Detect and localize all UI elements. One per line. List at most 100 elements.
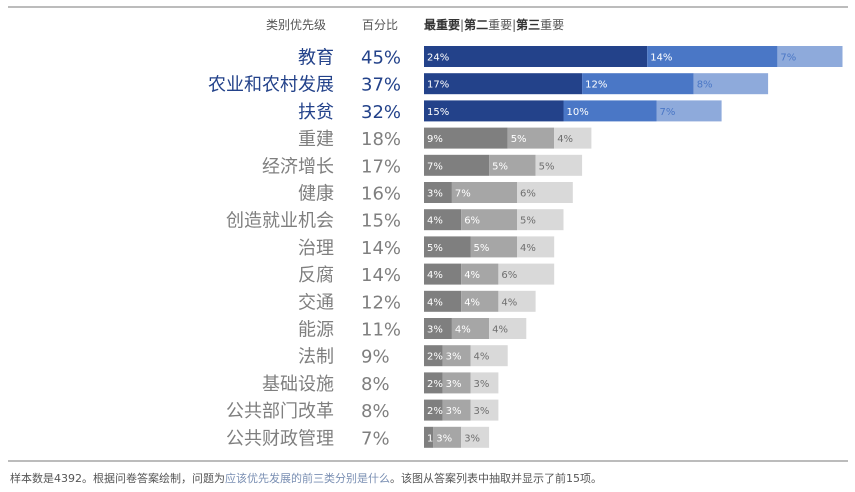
total-percent: 11% — [361, 320, 401, 341]
total-percent: 14% — [361, 238, 401, 259]
total-percent: 16% — [361, 184, 401, 205]
total-percent: 17% — [361, 156, 401, 177]
bar-segment — [424, 263, 462, 285]
total-percent: 37% — [361, 75, 401, 96]
segment-label: 7% — [660, 107, 676, 118]
bar-segment — [693, 73, 769, 95]
total-percent: 9% — [361, 347, 390, 368]
footnote-text: 样本数是4392。根据问卷答案绘制，问题为 — [10, 472, 225, 485]
category-label: 治理 — [298, 238, 334, 259]
bar-segment — [777, 46, 843, 67]
footnote-text: 。该图从答案列表中抽取并显示了前15项。 — [390, 472, 602, 485]
bar-segment — [424, 73, 583, 95]
segment-label: 4% — [492, 325, 508, 336]
legend-part: 重要 — [488, 18, 513, 32]
header-category: 类别优先级 — [266, 18, 327, 32]
bottom-rule — [8, 460, 848, 462]
segment-label: 5% — [492, 161, 508, 172]
legend-part: 第三 — [516, 18, 541, 32]
segment-label: 4% — [427, 297, 443, 308]
bar-segment — [424, 345, 443, 367]
legend-part: | — [460, 18, 465, 32]
segment-label: 3% — [436, 433, 452, 444]
total-percent: 12% — [361, 292, 401, 313]
segment-label: 15% — [427, 107, 449, 118]
category-label: 重建 — [298, 129, 334, 150]
segment-label: 5% — [511, 134, 527, 145]
category-label: 反腐 — [298, 265, 334, 286]
footnote-question: 应该优先发展的前三类分别是什么 — [225, 472, 390, 485]
bar-segment — [442, 345, 471, 367]
bar-segment — [517, 236, 555, 258]
segment-label: 4% — [427, 216, 443, 227]
bar-segment — [461, 290, 499, 312]
footnote: 样本数是4392。根据问卷答案绘制，问题为应该优先发展的前三类分别是什么。该图从… — [10, 470, 602, 486]
total-percent: 32% — [361, 102, 401, 123]
header-legend: 最重要|第二重要|第三重要 — [424, 16, 564, 33]
segment-label: 2% — [427, 379, 443, 390]
category-label: 教育 — [298, 48, 334, 69]
bar-segment — [470, 345, 508, 367]
bar-segment — [424, 236, 471, 258]
bar-segment — [582, 73, 694, 95]
legend-part: 第二 — [464, 18, 489, 32]
segment-label: 4% — [455, 325, 471, 336]
category-label: 健康 — [298, 184, 334, 205]
bar-segment — [424, 182, 452, 203]
bar-segment — [424, 209, 462, 231]
category-label: 能源 — [298, 320, 334, 341]
segment-label: 6% — [520, 189, 536, 200]
segment-label: 4% — [464, 297, 480, 308]
segment-label: 4% — [501, 297, 517, 308]
segment-label: 3% — [446, 379, 462, 390]
category-label: 扶贫 — [298, 102, 334, 123]
category-label: 农业和农村发展 — [208, 75, 334, 96]
bar-segment — [470, 236, 517, 258]
total-percent: 45% — [361, 48, 401, 69]
bar-segment — [647, 46, 778, 67]
total-percent: 18% — [361, 129, 401, 150]
bar-segment — [451, 318, 490, 339]
bar-segment — [563, 100, 657, 122]
bar-segment — [517, 182, 573, 203]
segment-label: 3% — [446, 352, 462, 363]
category-label: 基础设施 — [262, 374, 334, 395]
top-rule — [8, 6, 848, 8]
header-percent: 百分比 — [362, 18, 399, 32]
segment-label: 7% — [780, 53, 796, 64]
segment-label: 4% — [520, 243, 536, 254]
category-label: 创造就业机会 — [226, 211, 334, 232]
segment-label: 7% — [455, 189, 471, 200]
legend-part: 重要 — [540, 18, 565, 32]
bar-segment — [461, 263, 499, 285]
category-label: 法制 — [298, 347, 334, 368]
segment-label: 6% — [464, 216, 480, 227]
bar-segment — [424, 372, 443, 394]
bar-segment — [442, 372, 471, 394]
bar-segment — [424, 100, 564, 122]
bar-segment — [461, 426, 490, 448]
bar-segment — [489, 154, 536, 176]
segment-label: 24% — [427, 53, 449, 64]
bar-segment — [424, 290, 462, 312]
bar-segment — [424, 318, 452, 339]
segment-label: 7% — [427, 161, 443, 172]
bar-segment — [424, 127, 508, 149]
category-label: 交通 — [298, 292, 334, 313]
category-label: 经济增长 — [262, 156, 334, 177]
bar-segment — [507, 127, 555, 149]
segment-label: 4% — [474, 352, 490, 363]
segment-label: 10% — [567, 107, 589, 118]
total-percent: 15% — [361, 211, 401, 232]
segment-label: 3% — [474, 379, 490, 390]
bar-segment — [424, 46, 648, 67]
segment-label: 5% — [539, 161, 555, 172]
segment-label: 17% — [427, 80, 449, 91]
segment-label: 2% — [427, 406, 443, 417]
bar-segment — [470, 372, 499, 394]
segment-label: 9% — [427, 134, 443, 145]
segment-label: 3% — [446, 406, 462, 417]
segment-label: 2% — [427, 352, 443, 363]
bar-segment — [470, 399, 499, 421]
bar-segment — [656, 100, 722, 122]
